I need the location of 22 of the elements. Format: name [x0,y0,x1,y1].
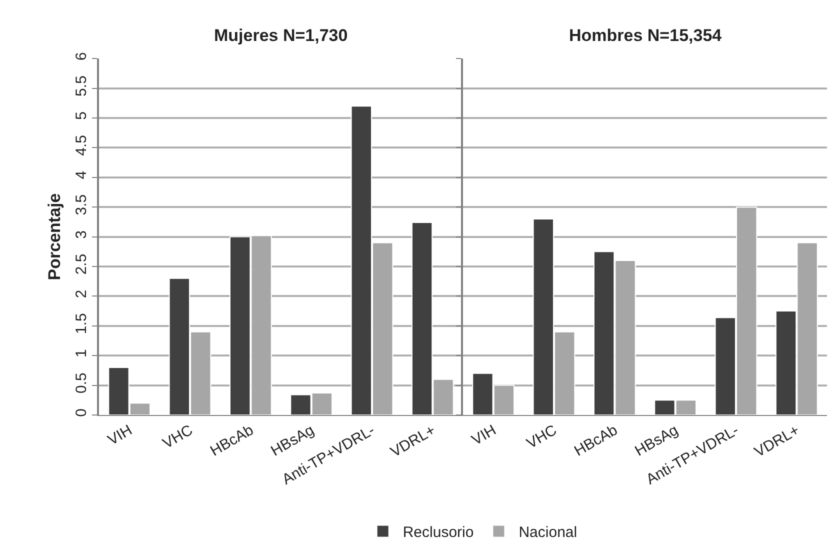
y-tick-label: 1 [73,349,90,358]
y-tick-label: 2.5 [73,254,90,275]
legend-label: Nacional [518,524,578,542]
x-tick-label: VIH [104,422,136,449]
y-tick-label: 2 [73,290,90,298]
y-tick-label: 0 [73,408,90,417]
y-tick-label: 4.5 [73,134,90,156]
y-tick-label: 1.5 [73,313,90,334]
y-tick-label: 3 [73,230,90,239]
y-axis-title: Porcentaje [45,193,64,280]
chart-title: Mujeres N=1,730 [214,26,348,45]
y-tick-label: 5.5 [73,76,90,96]
x-tick-label: VIH [468,422,500,449]
y-tick-label: 4 [73,170,90,180]
x-tick-label: VHC [160,422,196,452]
x-tick-label: VHC [524,422,560,452]
y-tick-label: 5 [73,112,90,120]
y-tick-label: 3.5 [73,194,90,216]
legend-label: Reclusorio [402,524,474,542]
chart-title: Hombres N=15,354 [569,26,722,45]
y-tick-label: 6 [73,52,90,60]
y-tick-label: 0.5 [73,372,90,394]
